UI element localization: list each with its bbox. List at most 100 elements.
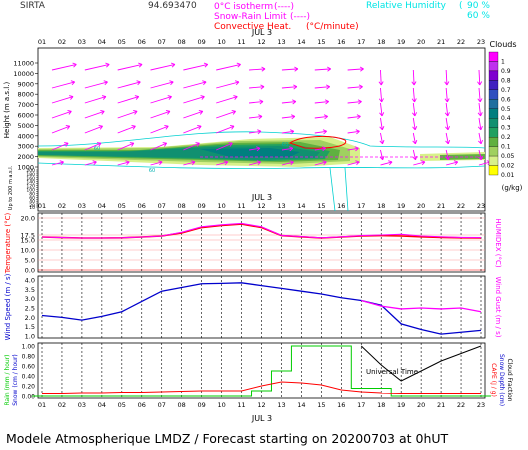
wind-arrow xyxy=(445,102,449,116)
hour-mid-19: 19 xyxy=(397,202,405,210)
rh-contour-vertical xyxy=(329,167,349,212)
hour-mid-20: 20 xyxy=(417,202,425,210)
wind-arrow-head xyxy=(164,124,169,130)
hour-top-07: 07 xyxy=(158,38,166,46)
hour-bottom-09: 09 xyxy=(197,401,205,409)
ytick-label-temp-0.0: 0.0 xyxy=(25,267,35,275)
ytick-label-precip-0.60: 0.60 xyxy=(22,364,36,371)
wind-arrow-head xyxy=(355,129,360,135)
ytick-label-precip-1.00: 1.00 xyxy=(22,344,36,351)
wind-arrow-head xyxy=(322,129,327,135)
hour-top-06: 06 xyxy=(138,38,146,46)
wind-arrow-head xyxy=(236,62,241,68)
colorbar-label-0.5: 0.5 xyxy=(501,106,511,113)
ytick-label-wind-3.5: 3.5 xyxy=(25,286,35,294)
colorbar-label-0.3: 0.3 xyxy=(501,125,511,132)
ytick-label-height-10000: 10000 xyxy=(13,70,34,78)
hour-mid-22: 22 xyxy=(457,202,465,210)
hour-bottom-23: 23 xyxy=(477,401,485,409)
wind-arrow-head xyxy=(412,112,418,117)
rh-contour-60-lower xyxy=(37,162,486,169)
wind-arrow xyxy=(117,110,138,119)
hour-bottom-19: 19 xyxy=(397,401,405,409)
wind-arrow-head xyxy=(444,81,450,86)
wind-arrow xyxy=(183,161,196,166)
colorbar-cell-0.7 xyxy=(488,80,499,90)
legend-rh-symbol: ( xyxy=(459,1,463,11)
wind-frame xyxy=(37,275,486,339)
ytick-label-low-100: 100 xyxy=(26,187,35,193)
hour-bottom-08: 08 xyxy=(178,401,186,409)
hour-mid-06: 06 xyxy=(138,202,146,210)
wind-arrow xyxy=(150,96,172,104)
hour-top-21: 21 xyxy=(437,38,445,46)
hour-mid-08: 08 xyxy=(178,202,186,210)
wind-arrow-head xyxy=(445,155,451,161)
wind-arrow-head xyxy=(105,62,110,68)
hour-top-11: 11 xyxy=(237,38,245,46)
ytick-label-precip-0.80: 0.80 xyxy=(22,354,36,361)
wind-arrow-head xyxy=(231,109,236,115)
wind-arrow-head xyxy=(388,160,393,166)
wind-arrow xyxy=(281,101,296,104)
wind-arrow xyxy=(117,142,134,151)
wind-arrow-head xyxy=(228,142,233,147)
colorbar-cell-0.02 xyxy=(488,155,499,166)
series-wind-speed xyxy=(41,282,482,335)
wind-arrow xyxy=(281,86,297,89)
footer-caption: Modele Atmospherique LMDZ / Forecast sta… xyxy=(6,431,449,446)
wind-arrow-head xyxy=(72,62,77,68)
wind-arrow xyxy=(216,161,228,166)
wind-arrow xyxy=(183,63,208,71)
wind-arrow xyxy=(117,81,141,89)
wind-arrow-head xyxy=(356,114,361,120)
colorbar-cell-0.8 xyxy=(488,70,499,81)
ytick-label-wind-1.5: 1.5 xyxy=(25,323,35,331)
wind-arrow-head xyxy=(379,112,385,117)
wind-arrow-head xyxy=(477,112,483,117)
colorbar-label-0.01: 0.01 xyxy=(501,172,515,179)
hour-bottom-11: 11 xyxy=(237,401,245,409)
hour-bottom-06: 06 xyxy=(138,401,146,409)
colorbar-cell-0.2 xyxy=(488,127,499,138)
legend-convective-symbol: (°C/minute) xyxy=(306,22,359,32)
colorbar-unit: (g/kg) xyxy=(502,184,523,192)
wind-arrow xyxy=(413,161,426,166)
wind-arrow-head xyxy=(234,80,240,86)
wind-arrow-head xyxy=(167,95,172,100)
wind-arrow-head xyxy=(359,66,364,72)
wind-arrow-head xyxy=(477,126,483,131)
wind-arrow xyxy=(314,68,331,71)
hour-top-02: 02 xyxy=(58,38,66,46)
hour-top-22: 22 xyxy=(457,38,465,46)
colorbar-cell-0.5 xyxy=(488,99,499,109)
wind-arrow-head xyxy=(98,124,103,130)
wind-arrow xyxy=(84,110,105,119)
hour-top-19: 19 xyxy=(397,38,405,46)
hour-top-20: 20 xyxy=(417,38,425,46)
hour-mid-03: 03 xyxy=(78,202,86,210)
colorbar-label-0.8: 0.8 xyxy=(501,77,511,84)
series-cloud-fraction xyxy=(360,345,482,382)
hour-mid-15: 15 xyxy=(317,202,325,210)
wind-arrow-head xyxy=(197,124,202,130)
hour-top-17: 17 xyxy=(357,38,365,46)
wind-arrow-head xyxy=(288,146,294,152)
ytick-label-height-2000: 2000 xyxy=(17,153,34,161)
wind-arrow-head xyxy=(258,114,263,120)
contour-label-3: 60 xyxy=(149,168,155,174)
wind-arrow xyxy=(445,149,449,160)
wind-arrow-head xyxy=(292,99,297,105)
wind-arrow-head xyxy=(379,155,385,161)
wind-arrow xyxy=(412,69,415,86)
wind-arrow-head xyxy=(101,95,107,100)
wind-arrow xyxy=(249,147,261,151)
axis-label-cape: CAPE (J / g) xyxy=(490,363,497,397)
legend-isotherm-label: 0°C isotherm xyxy=(214,2,273,12)
wind-arrow-head xyxy=(324,99,329,105)
upper-air-frame xyxy=(37,47,486,212)
wind-arrow xyxy=(150,161,163,166)
hour-bottom-04: 04 xyxy=(98,401,106,409)
wind-arrow xyxy=(314,161,327,166)
